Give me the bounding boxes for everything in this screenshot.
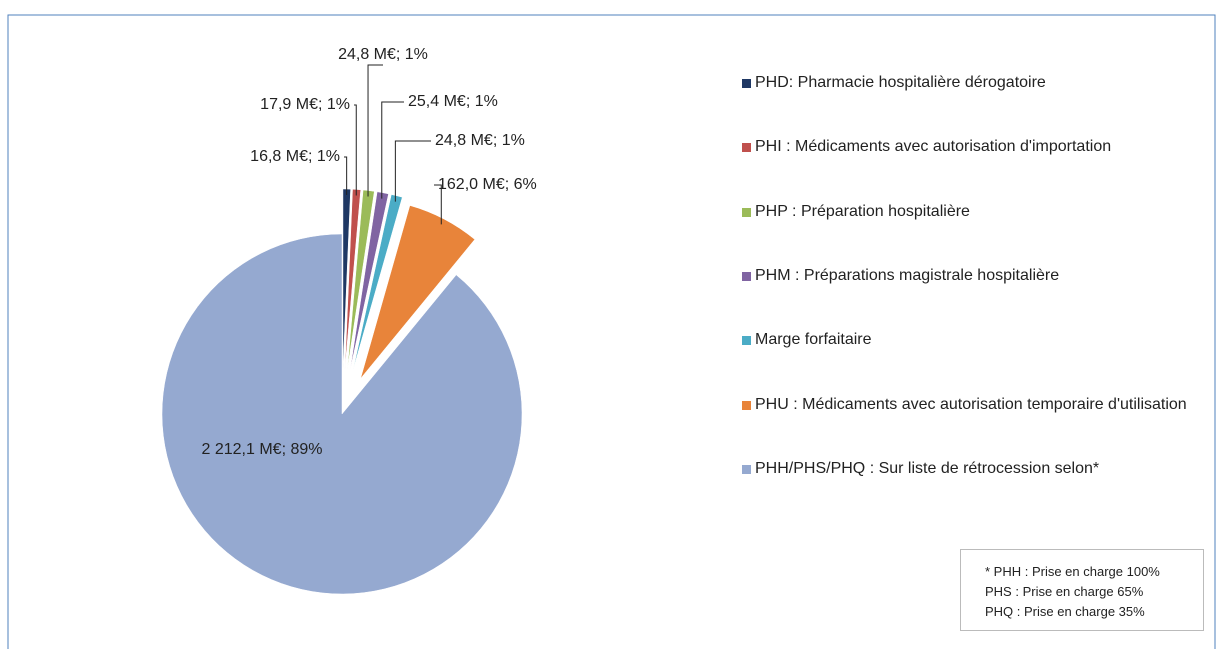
legend-swatch bbox=[742, 336, 751, 345]
legend-item: PHI : Médicaments avec autorisation d'im… bbox=[742, 135, 1212, 159]
legend-label: PHM : Préparations magistrale hospitaliè… bbox=[755, 267, 1060, 284]
leader-line bbox=[381, 101, 404, 199]
legend-swatch bbox=[742, 272, 751, 281]
legend-label: PHD: Pharmacie hospitalière dérogatoire bbox=[755, 74, 1046, 91]
note-line: * PHH : Prise en charge 100% bbox=[985, 564, 1160, 579]
data-label: 17,9 M€; 1% bbox=[260, 96, 350, 113]
legend-label: PHP : Préparation hospitalière bbox=[755, 203, 970, 220]
leader-line bbox=[344, 156, 348, 196]
legend-swatch bbox=[742, 79, 751, 88]
pie-slice bbox=[161, 233, 523, 595]
legend-label: Marge forfaitaire bbox=[755, 331, 872, 348]
note-box: * PHH : Prise en charge 100% PHS : Prise … bbox=[960, 549, 1204, 631]
leader-line bbox=[367, 64, 383, 197]
legend-swatch bbox=[742, 465, 751, 474]
leader-line bbox=[354, 104, 357, 196]
legend-swatch bbox=[742, 143, 751, 152]
legend-item: PHU : Médicaments avec autorisation temp… bbox=[742, 393, 1212, 417]
chart-frame bbox=[7, 14, 1216, 649]
data-label: 24,8 M€; 1% bbox=[435, 132, 525, 149]
legend-swatch bbox=[742, 208, 751, 217]
legend-item: PHH/PHS/PHQ : Sur liste de rétrocession … bbox=[742, 457, 1212, 481]
leader-line bbox=[434, 184, 442, 225]
data-label: 162,0 M€; 6% bbox=[438, 176, 537, 193]
pie-slice bbox=[349, 191, 389, 370]
legend-item: PHM : Préparations magistrale hospitaliè… bbox=[742, 264, 1212, 288]
leader-line bbox=[394, 140, 431, 202]
legend-item: PHP : Préparation hospitalière bbox=[742, 200, 1212, 224]
pie-slice bbox=[360, 205, 476, 379]
data-label: 24,8 M€; 1% bbox=[338, 46, 428, 63]
note-line: PHS : Prise en charge 65% bbox=[985, 584, 1144, 599]
pie-slice bbox=[352, 194, 403, 371]
data-label: 2 212,1 M€; 89% bbox=[202, 441, 323, 458]
note-line: PHQ : Prise en charge 35% bbox=[985, 604, 1145, 619]
pie-slice bbox=[347, 189, 375, 370]
legend-label: PHU : Médicaments avec autorisation temp… bbox=[755, 396, 1187, 413]
data-label: 25,4 M€; 1% bbox=[408, 93, 498, 110]
legend-item: PHD: Pharmacie hospitalière dérogatoire bbox=[742, 71, 1212, 95]
legend-swatch bbox=[742, 401, 751, 410]
data-label: 16,8 M€; 1% bbox=[250, 148, 340, 165]
legend-label: PHI : Médicaments avec autorisation d'im… bbox=[755, 138, 1112, 155]
legend-item: Marge forfaitaire bbox=[742, 328, 1212, 352]
legend-label: PHH/PHS/PHQ : Sur liste de rétrocession … bbox=[755, 460, 1100, 477]
